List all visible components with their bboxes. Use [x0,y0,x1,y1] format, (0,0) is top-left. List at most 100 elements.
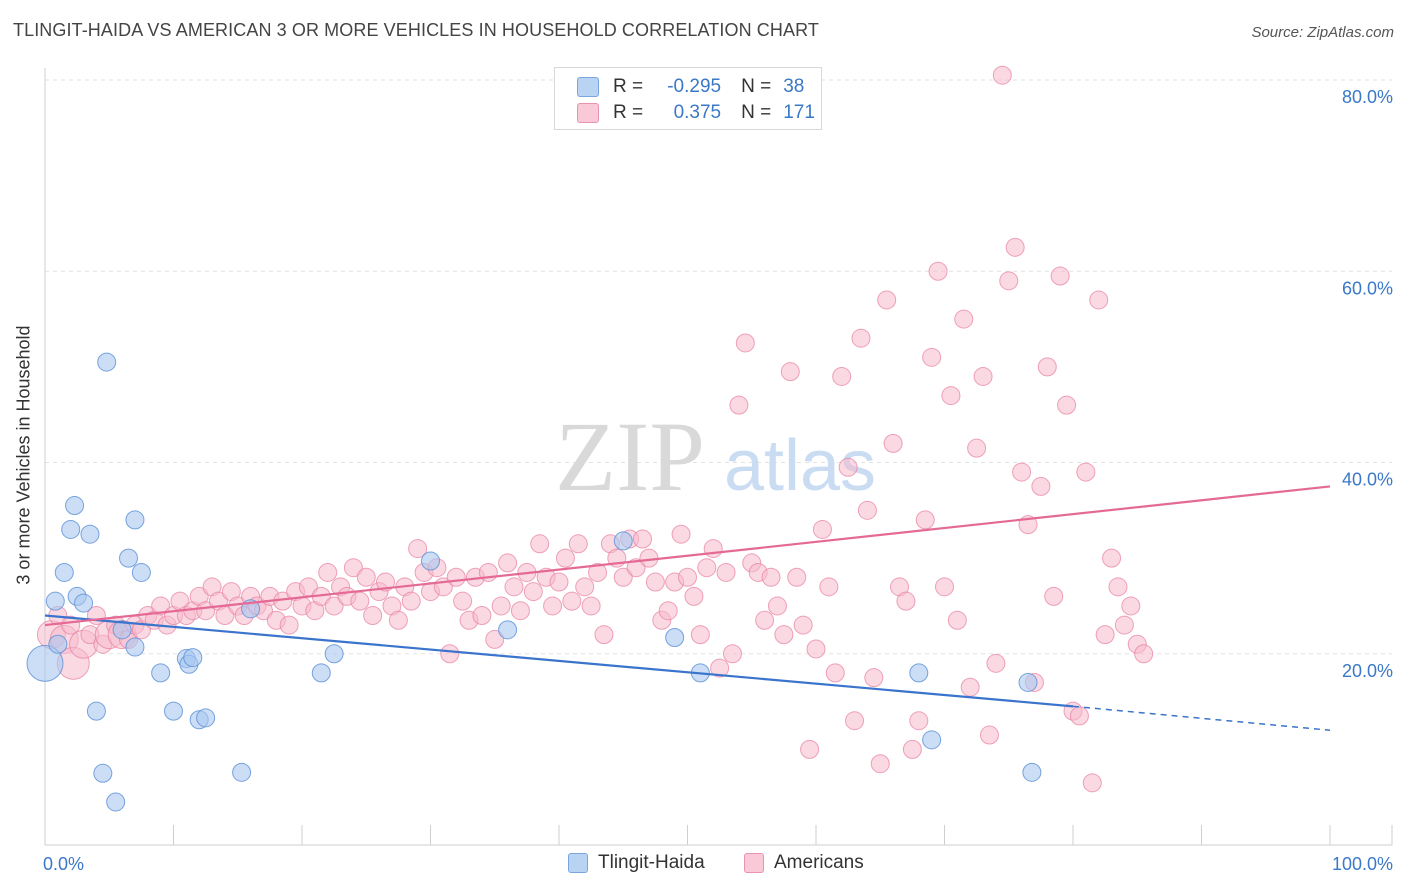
americans-point [594,625,614,645]
americans-point [491,596,511,616]
americans-point [510,601,530,621]
legend-label: Americans [774,852,864,873]
grid-lines [45,79,1392,655]
tlingit-haida-point [909,663,929,683]
americans-point [967,438,987,458]
americans-point [1069,706,1089,726]
americans-point [1031,476,1051,496]
tlingit-haida-trend-extension [1072,705,1331,731]
tlingit-haida-point [183,648,203,668]
legend-n-value: 38 [783,76,805,97]
tlingit-haida-point [665,627,685,647]
americans-point [735,333,755,353]
americans-point [806,639,826,659]
americans-point [633,529,653,549]
americans-point [613,567,633,587]
americans-point [61,615,81,635]
tlingit-haida-trend-line [44,614,1074,708]
americans-point [440,644,460,664]
americans-point [363,606,383,625]
legend-r-label: R = [613,102,644,123]
americans-point [864,668,884,688]
americans-point [453,591,473,611]
americans-point [1114,615,1134,635]
americans-point [973,366,993,386]
tlingit-haida-point [498,620,518,640]
americans-point [722,644,742,664]
tlingit-haida-point [324,644,344,664]
tlingit-haida-point [164,701,183,721]
americans-point [575,577,595,597]
americans-point [498,553,518,573]
americans-point [922,347,942,367]
legend-n-value: 171 [783,102,815,123]
y-tick-label: 60.0% [1342,278,1393,298]
americans-point [1082,773,1102,793]
americans-point [356,567,376,587]
legend-swatch-pink [577,103,599,123]
x-tick-label: 100.0% [1332,854,1393,874]
americans-point [658,601,678,621]
americans-point [678,567,697,587]
tlingit-haida-point [65,496,85,516]
americans-point [343,558,363,578]
americans-point [645,572,665,592]
americans-point [684,586,704,606]
legend-r-value: 0.375 [673,102,722,123]
americans-point [838,457,858,477]
trend-lines [44,485,1331,731]
axes [44,68,1393,846]
y-tick-label: 20.0% [1342,661,1393,681]
americans-point [877,290,897,310]
tlingit-haida-points [26,352,1042,812]
legend-label: Tlingit-Haida [598,852,705,873]
americans-point [151,596,171,616]
americans-point [857,500,877,520]
americans-point [279,615,299,635]
americans-point [408,539,428,559]
americans-point [1005,237,1025,257]
americans-point [581,596,601,616]
americans-point [896,591,916,611]
tlingit-haida-point [613,531,633,551]
americans-point [626,558,646,578]
tlingit-haida-point [311,663,331,683]
tlingit-haida-point [232,762,252,782]
tlingit-haida-point [74,593,94,613]
tlingit-haida-point [86,701,106,721]
legend-item-americans[interactable]: Americans [744,852,864,874]
americans-point [819,577,839,597]
americans-point [716,562,736,582]
americans-point [555,548,575,568]
americans-point [780,362,800,382]
americans-point [530,534,550,554]
americans-point [703,539,723,559]
legend-row-americans: R = 0.375 N = 171 [577,101,815,125]
legend-swatch-pink [744,853,764,873]
tlingit-haida-point [196,708,216,728]
americans-point [954,309,974,329]
americans-point [324,596,344,616]
tlingit-haida-point [922,730,942,750]
americans-point [1102,548,1122,568]
americans-point [543,596,563,616]
americans-point [504,577,524,597]
americans-point [979,725,999,745]
legend-n-label: N = [741,102,772,123]
americans-point [767,596,787,616]
americans-point [851,328,871,348]
americans-point [1057,395,1077,415]
americans-point [902,739,922,759]
legend-item-tlingit-haida[interactable]: Tlingit-Haida [568,852,705,874]
tlingit-haida-point [421,551,440,571]
americans-point [671,524,691,544]
x-tick-label: 0.0% [43,854,84,874]
tlingit-haida-point [125,637,145,657]
americans-point [986,653,1006,673]
tick-labels: 20.0% 40.0% 60.0% 80.0% 0.0% 100.0% [43,87,1393,874]
americans-point [793,615,813,635]
americans-point [446,567,466,587]
tlingit-haida-point [106,792,126,812]
legend-row-tlingit-haida: R = -0.295 N = 38 [577,75,804,99]
americans-point [787,567,807,587]
